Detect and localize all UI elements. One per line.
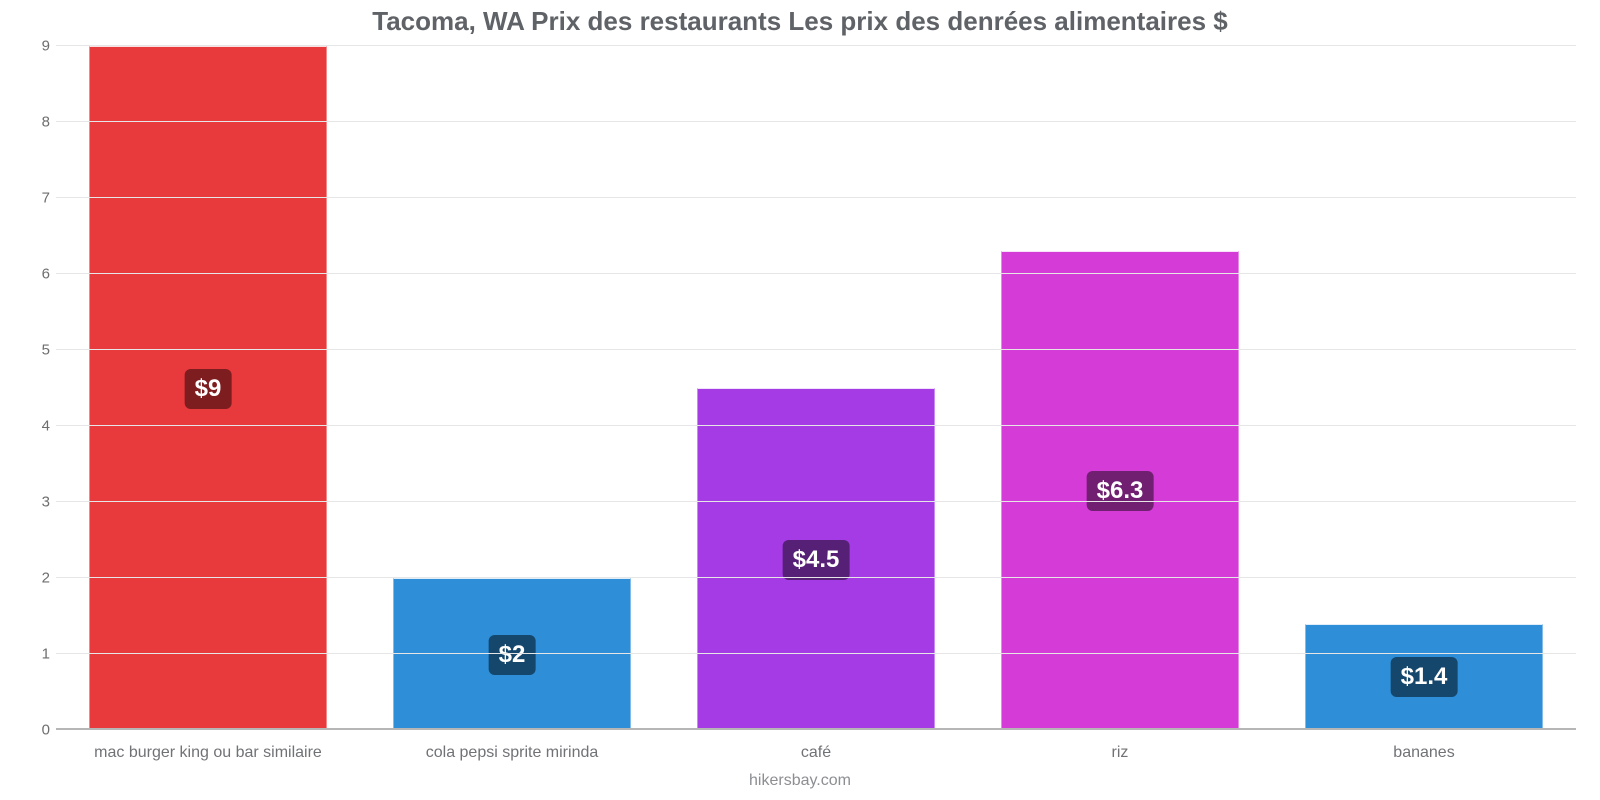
bar: $4.5 bbox=[697, 388, 934, 730]
bar: $1.4 bbox=[1305, 624, 1542, 730]
x-axis-labels: mac burger king ou bar similairecola pep… bbox=[56, 744, 1576, 762]
plot-area: $9$2$4.5$6.3$1.4 0123456789 bbox=[56, 46, 1576, 730]
y-tick-label: 3 bbox=[20, 494, 50, 511]
source-label: hikersbay.com bbox=[0, 772, 1600, 790]
grid-line bbox=[56, 273, 1576, 274]
y-tick-label: 2 bbox=[20, 570, 50, 587]
value-badge: $2 bbox=[489, 635, 536, 675]
y-tick-label: 1 bbox=[20, 646, 50, 663]
bar-slot: $2 bbox=[360, 46, 664, 730]
value-badge: $4.5 bbox=[783, 540, 850, 580]
grid-line bbox=[56, 349, 1576, 350]
y-tick-label: 7 bbox=[20, 190, 50, 207]
grid-line bbox=[56, 577, 1576, 578]
bar-slot: $1.4 bbox=[1272, 46, 1576, 730]
x-tick-label: café bbox=[664, 744, 968, 762]
x-tick-label: cola pepsi sprite mirinda bbox=[360, 744, 664, 762]
y-tick-label: 0 bbox=[20, 722, 50, 739]
value-badge: $1.4 bbox=[1391, 657, 1458, 697]
x-tick-label: mac burger king ou bar similaire bbox=[56, 744, 360, 762]
y-tick-label: 4 bbox=[20, 418, 50, 435]
grid-line bbox=[56, 425, 1576, 426]
bar-slot: $4.5 bbox=[664, 46, 968, 730]
y-tick-label: 8 bbox=[20, 114, 50, 131]
grid-line bbox=[56, 653, 1576, 654]
grid-line bbox=[56, 197, 1576, 198]
x-tick-label: bananes bbox=[1272, 744, 1576, 762]
bar: $6.3 bbox=[1001, 251, 1238, 730]
y-tick-label: 9 bbox=[20, 38, 50, 55]
bar-slot: $9 bbox=[56, 46, 360, 730]
x-axis-line bbox=[56, 728, 1576, 730]
grid-line bbox=[56, 121, 1576, 122]
value-badge: $6.3 bbox=[1087, 471, 1154, 511]
y-tick-label: 5 bbox=[20, 342, 50, 359]
chart-title: Tacoma, WA Prix des restaurants Les prix… bbox=[0, 6, 1600, 37]
bar-chart: Tacoma, WA Prix des restaurants Les prix… bbox=[0, 0, 1600, 800]
grid-line bbox=[56, 501, 1576, 502]
bars-container: $9 $2 $4.5 $6.3 $1.4 bbox=[56, 46, 1576, 730]
bar-slot: $6.3 bbox=[968, 46, 1272, 730]
value-badge: $9 bbox=[185, 369, 232, 409]
x-tick-label: riz bbox=[968, 744, 1272, 762]
bar: $9 bbox=[89, 46, 326, 730]
y-tick-label: 6 bbox=[20, 266, 50, 283]
grid-line bbox=[56, 45, 1576, 46]
